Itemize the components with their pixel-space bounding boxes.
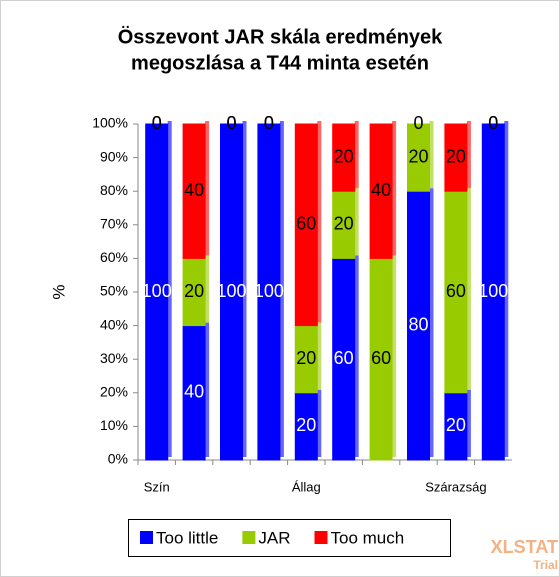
x-tick-label: Szín [144,479,170,494]
y-tick-label: 90% [100,148,128,164]
data-label: 100 [216,281,246,301]
bar-side [279,121,284,457]
bar-side [354,255,359,457]
data-label: 0 [413,113,423,133]
data-label: 20 [446,146,466,166]
y-tick-label: 70% [100,216,128,232]
data-label: 20 [408,146,428,166]
data-label: 60 [296,214,316,234]
data-label: 100 [254,281,284,301]
legend-swatch [314,531,328,544]
y-tick-label: 80% [100,182,128,198]
data-label: 0 [152,113,162,133]
bar-side [242,121,247,457]
data-label: 0 [488,113,498,133]
bar-side [392,121,397,256]
data-label: 40 [184,180,204,200]
data-label: 0 [264,113,274,133]
x-tick-label: Állag [292,479,321,494]
data-label: 60 [334,348,354,368]
data-label: 60 [371,348,391,368]
bar-side [317,322,322,390]
data-label: 0 [226,113,236,133]
y-tick-label: 30% [100,350,128,366]
data-label: 40 [371,180,391,200]
data-label: 100 [478,281,508,301]
bar-side [205,255,210,323]
bar-side [392,255,397,457]
chart-title: megoszlása a T44 minta esetén [131,52,429,74]
y-tick-label: 50% [100,283,128,299]
legend-label: Too much [331,528,405,547]
bar-side [466,389,471,457]
data-label: 20 [184,281,204,301]
data-label: 20 [446,415,466,435]
bar-side [317,121,322,323]
data-label: 0 [264,113,274,133]
bar-side [466,188,471,390]
bar-side [466,121,471,189]
legend-box [128,519,451,557]
y-tick-label: 40% [100,316,128,332]
bar-side [504,121,509,457]
y-tick-label: 10% [100,417,128,433]
legend-swatch [140,531,153,544]
data-label: 40 [184,382,204,402]
legend-label: JAR [258,528,290,547]
legend-swatch [242,531,256,544]
bar-side [205,121,210,256]
y-axis-label: % [49,284,68,299]
data-label: 100 [142,281,172,301]
watermark: Trial [533,558,558,572]
watermark: XLSTAT [491,537,558,557]
data-label: 0 [226,113,236,133]
x-tick-label: Szárazság [425,479,486,494]
data-label: 20 [296,348,316,368]
bar-side [354,121,359,189]
bar-side [205,322,210,457]
y-tick-label: 20% [100,384,128,400]
y-tick-label: 100% [92,115,128,131]
bar-side [317,389,322,457]
bar-side [429,121,434,189]
data-label: 20 [334,214,354,234]
bar-side [167,121,172,457]
data-label: 80 [408,314,428,334]
data-label: 0 [488,113,498,133]
y-tick-label: 0% [108,451,128,467]
data-label: 60 [446,281,466,301]
legend-label: Too little [156,528,218,547]
y-tick-label: 60% [100,249,128,265]
bar-side [429,188,434,457]
bar-side [354,188,359,256]
data-label: 20 [334,146,354,166]
data-label: 0 [152,113,162,133]
data-label: 20 [296,415,316,435]
chart-title: Összevont JAR skála eredmények [118,25,443,48]
